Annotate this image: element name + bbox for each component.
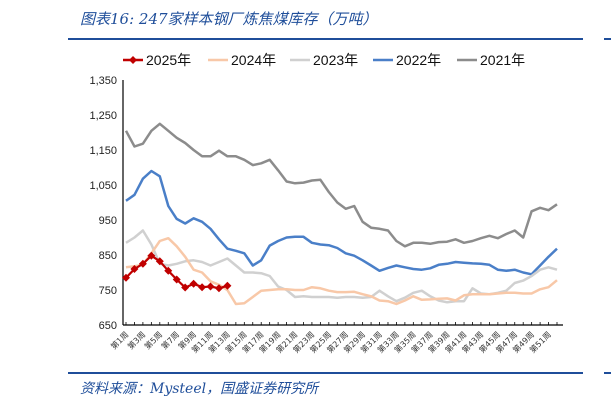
series-line-2021: [124, 122, 558, 248]
source-note: 资料来源：Mysteel，国盛证券研究所: [80, 381, 319, 397]
legend-item-2025: 2025年: [123, 52, 191, 68]
y-tick-label: 1,150: [89, 145, 117, 157]
legend-label: 2021年: [480, 52, 525, 68]
data-point-marker: [206, 282, 215, 291]
data-point-marker: [130, 265, 139, 273]
legend-label: 2022年: [396, 52, 441, 68]
series-line-2022: [125, 169, 558, 276]
y-tick-label: 1,250: [89, 110, 117, 122]
data-point-marker: [155, 257, 164, 266]
y-tick-label: 1,350: [89, 75, 117, 87]
y-tick-label: 950: [99, 215, 117, 227]
data-point-marker: [181, 283, 190, 292]
legend-item-2022: 2022年: [373, 52, 441, 68]
title-divider-end: [604, 38, 611, 40]
axes: 650 750 850 950 1,050 1,150 1,250 1,350 第1周第3周第5…: [89, 75, 563, 355]
source-divider: [68, 372, 583, 374]
legend-label: 2025年: [146, 52, 191, 68]
data-point-marker: [138, 259, 147, 268]
data-point-marker: [164, 266, 173, 275]
source-divider-end: [604, 372, 611, 374]
legend-item-2024: 2024年: [208, 52, 276, 68]
x-tick-label: 第7周: [159, 329, 181, 351]
y-tick-label: 650: [99, 320, 117, 332]
legend-item-2023: 2023年: [290, 52, 358, 68]
title-divider: [68, 38, 583, 40]
data-point-marker: [189, 279, 198, 288]
data-point-marker: [223, 281, 232, 290]
y-tick-label: 1,050: [89, 180, 117, 192]
data-point-marker: [198, 283, 207, 292]
legend-marker-icon: [129, 56, 137, 64]
legend-label: 2023年: [313, 52, 358, 68]
data-point-marker: [172, 275, 181, 284]
y-tick-label: 750: [99, 285, 117, 297]
legend: 2025年 2024年 2023年 2022年 2021年: [123, 52, 525, 68]
y-tick-label: 850: [99, 250, 117, 262]
legend-label: 2024年: [231, 52, 276, 68]
chart-title: 图表16: 247家样本钢厂炼焦煤库存（万吨）: [80, 10, 378, 28]
legend-item-2021: 2021年: [457, 52, 525, 68]
series-lines: [122, 122, 558, 306]
x-tick-label: 第1周: [108, 329, 130, 351]
x-tick-label: 第5周: [142, 329, 164, 351]
data-point-marker: [214, 284, 223, 293]
data-point-marker: [147, 251, 156, 260]
series-line-2024: [125, 236, 558, 306]
data-point-marker: [122, 273, 130, 282]
x-tick-label: 第3周: [125, 329, 147, 351]
